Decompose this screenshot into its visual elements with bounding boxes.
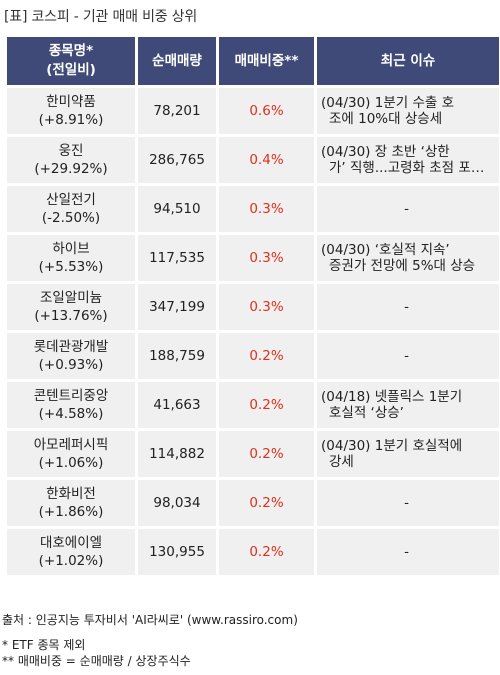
trade-ratio: 0.3% bbox=[219, 186, 314, 232]
stock-name-cell: 하이브 (+5.53%) bbox=[7, 235, 135, 281]
trade-ratio: 0.2% bbox=[219, 333, 314, 379]
issue-line: - bbox=[404, 544, 409, 560]
header-name-line2: (전일비) bbox=[46, 62, 96, 78]
table-row: 콘텐트리중앙 (+4.58%) 41,663 0.2% (04/18) 넷플릭스 1분기… bbox=[7, 382, 499, 428]
recent-issue: - bbox=[317, 284, 499, 330]
stock-name-cell: 조일알미늄 (+13.76%) bbox=[7, 284, 135, 330]
net-volume: 114,882 bbox=[138, 431, 216, 477]
stock-name-cell: 롯데관광개발 (+0.93%) bbox=[7, 333, 135, 379]
issue-line: (04/30) 1분기 수출 호 bbox=[321, 95, 455, 111]
recent-issue: - bbox=[317, 480, 499, 526]
trade-ratio: 0.4% bbox=[219, 137, 314, 183]
issue-line: (04/30) ‘호실적 지속’ bbox=[321, 242, 450, 258]
recent-issue: - bbox=[317, 333, 499, 379]
table-body: 한미약품 (+8.91%) 78,201 0.6% (04/30) 1분기 수출 호 조에… bbox=[7, 88, 499, 575]
stock-name: 조일알미늄 bbox=[39, 290, 103, 306]
trade-ratio: 0.2% bbox=[219, 480, 314, 526]
source-note: 출처 : 인공지능 투자비서 'AI라씨로' (www.rassiro.com) bbox=[2, 613, 298, 627]
stock-change: (-2.50%) bbox=[41, 210, 101, 226]
recent-issue: (04/30) 1분기 호실적에 강세 bbox=[317, 431, 499, 477]
stock-change: (+4.58%) bbox=[38, 406, 104, 422]
issue-line: 증권가 전망에 5%대 상승 bbox=[329, 258, 476, 274]
table-row: 롯데관광개발 (+0.93%) 188,759 0.2% - bbox=[7, 333, 499, 379]
stock-change: (+5.53%) bbox=[38, 259, 104, 275]
net-volume: 78,201 bbox=[138, 88, 216, 134]
header-issue: 최근 이슈 bbox=[317, 37, 499, 85]
net-volume: 130,955 bbox=[138, 529, 216, 575]
stock-name: 한미약품 bbox=[46, 94, 96, 110]
stock-change: (+0.93%) bbox=[38, 357, 104, 373]
table-header-row: 종목명* (전일비) 순매매량 매매비중** 최근 이슈 bbox=[7, 37, 499, 85]
stock-name: 산일전기 bbox=[46, 192, 96, 208]
table-row: 한미약품 (+8.91%) 78,201 0.6% (04/30) 1분기 수출 호 조에… bbox=[7, 88, 499, 134]
stock-change: (+1.06%) bbox=[38, 455, 104, 471]
stock-name-cell: 아모레퍼시픽 (+1.06%) bbox=[7, 431, 135, 477]
stock-name-cell: 산일전기 (-2.50%) bbox=[7, 186, 135, 232]
issue-line: - bbox=[404, 299, 409, 315]
stock-name-cell: 대호에이엘 (+1.02%) bbox=[7, 529, 135, 575]
table-row: 한화비전 (+1.86%) 98,034 0.2% - bbox=[7, 480, 499, 526]
header-ratio: 매매비중** bbox=[219, 37, 314, 85]
net-volume: 347,199 bbox=[138, 284, 216, 330]
table-row: 대호에이엘 (+1.02%) 130,955 0.2% - bbox=[7, 529, 499, 575]
institution-trading-table: 종목명* (전일비) 순매매량 매매비중** 최근 이슈 한미약품 (+8.91%… bbox=[4, 34, 500, 578]
net-volume: 117,535 bbox=[138, 235, 216, 281]
issue-line: 조에 10%대 상승세 bbox=[329, 111, 443, 127]
trade-ratio: 0.2% bbox=[219, 529, 314, 575]
table-row: 하이브 (+5.53%) 117,535 0.3% (04/30) ‘호실적 지속’ 증권… bbox=[7, 235, 499, 281]
stock-name: 롯데관광개발 bbox=[33, 339, 109, 355]
issue-line: - bbox=[404, 348, 409, 364]
header-name: 종목명* (전일비) bbox=[7, 37, 135, 85]
trade-ratio: 0.3% bbox=[219, 284, 314, 330]
recent-issue: (04/18) 넷플릭스 1분기 호실적 ‘상승’ bbox=[317, 382, 499, 428]
table-row: 조일알미늄 (+13.76%) 347,199 0.3% - bbox=[7, 284, 499, 330]
etf-note: * ETF 종목 제외 bbox=[2, 638, 86, 652]
trade-ratio: 0.3% bbox=[219, 235, 314, 281]
stock-name-cell: 한미약품 (+8.91%) bbox=[7, 88, 135, 134]
table-row: 산일전기 (-2.50%) 94,510 0.3% - bbox=[7, 186, 499, 232]
issue-line: 호실적 ‘상승’ bbox=[329, 405, 404, 421]
stock-change: (+13.76%) bbox=[34, 308, 108, 324]
stock-name-cell: 콘텐트리중앙 (+4.58%) bbox=[7, 382, 135, 428]
trade-ratio: 0.2% bbox=[219, 431, 314, 477]
recent-issue: - bbox=[317, 529, 499, 575]
net-volume: 98,034 bbox=[138, 480, 216, 526]
issue-line: - bbox=[404, 495, 409, 511]
stock-change: (+29.92%) bbox=[34, 161, 108, 177]
recent-issue: (04/30) 장 초반 ‘상한 가’ 직행...고령화 초점 포트폴... bbox=[317, 137, 499, 183]
issue-line: 강세 bbox=[329, 454, 354, 470]
net-volume: 94,510 bbox=[138, 186, 216, 232]
table-row: 웅진 (+29.92%) 286,765 0.4% (04/30) 장 초반 ‘상한 가’… bbox=[7, 137, 499, 183]
header-name-line1: 종목명* bbox=[48, 43, 94, 59]
issue-line: (04/30) 1분기 호실적에 bbox=[321, 438, 463, 454]
stock-change: (+1.86%) bbox=[38, 504, 104, 520]
stock-name-cell: 한화비전 (+1.86%) bbox=[7, 480, 135, 526]
stock-name: 아모레퍼시픽 bbox=[33, 437, 109, 453]
recent-issue: - bbox=[317, 186, 499, 232]
issue-line: (04/30) 장 초반 ‘상한 bbox=[321, 144, 450, 160]
net-volume: 188,759 bbox=[138, 333, 216, 379]
issue-line: (04/18) 넷플릭스 1분기 bbox=[321, 389, 463, 405]
page-title: [표] 코스피 - 기관 매매 비중 상위 bbox=[4, 9, 198, 25]
issue-line: 가’ 직행...고령화 초점 포트폴... bbox=[329, 160, 496, 176]
stock-name-cell: 웅진 (+29.92%) bbox=[7, 137, 135, 183]
net-volume: 286,765 bbox=[138, 137, 216, 183]
stock-name: 콘텐트리중앙 bbox=[33, 388, 109, 404]
table-row: 아모레퍼시픽 (+1.06%) 114,882 0.2% (04/30) 1분기 호실적… bbox=[7, 431, 499, 477]
stock-name: 웅진 bbox=[58, 143, 84, 159]
trade-ratio: 0.6% bbox=[219, 88, 314, 134]
recent-issue: (04/30) 1분기 수출 호 조에 10%대 상승세 bbox=[317, 88, 499, 134]
issue-line: - bbox=[404, 201, 409, 217]
header-volume: 순매매량 bbox=[138, 37, 216, 85]
stock-name: 한화비전 bbox=[46, 486, 96, 502]
stock-name: 대호에이엘 bbox=[39, 535, 103, 551]
net-volume: 41,663 bbox=[138, 382, 216, 428]
trade-ratio: 0.2% bbox=[219, 382, 314, 428]
stock-change: (+8.91%) bbox=[38, 112, 104, 128]
ratio-note: ** 매매비중 = 순매매량 / 상장주식수 bbox=[2, 654, 191, 668]
stock-name: 하이브 bbox=[52, 241, 90, 257]
recent-issue: (04/30) ‘호실적 지속’ 증권가 전망에 5%대 상승 bbox=[317, 235, 499, 281]
stock-change: (+1.02%) bbox=[38, 553, 104, 569]
